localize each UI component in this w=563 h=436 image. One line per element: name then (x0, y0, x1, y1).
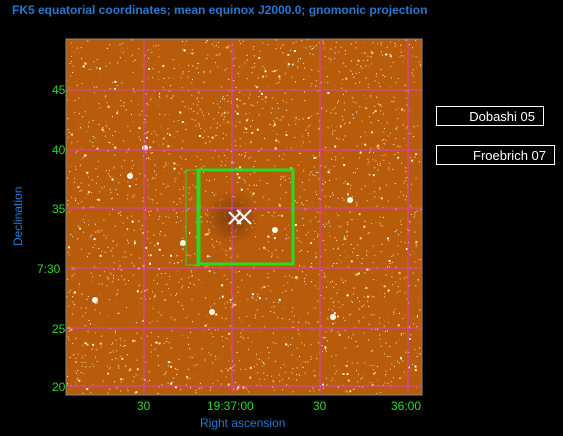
y-axis-label: Declination (11, 186, 25, 246)
x-axis-label: Right ascension (200, 416, 286, 430)
projection-title: FK5 equatorial coordinates; mean equinox… (12, 3, 428, 17)
x-tick-label: 30 (137, 399, 151, 413)
image-frame (65, 38, 423, 396)
x-tick-label: 19:37:00 (207, 399, 254, 413)
y-tick-label: 35 (52, 202, 66, 216)
coordinate-grid (66, 39, 422, 395)
x-tick-label: 30 (313, 399, 327, 413)
catalog-region-outline[interactable] (185, 169, 201, 266)
catalog-region-box[interactable] (196, 168, 295, 266)
y-tick-label: 20 (52, 380, 66, 394)
y-tick-label: 25 (52, 322, 66, 336)
dobashi-05-button[interactable]: Dobashi 05 (436, 106, 544, 126)
y-tick-label: 40 (52, 143, 66, 157)
froebrich-07-button[interactable]: Froebrich 07 (436, 145, 555, 165)
x-tick-label: 36:00 (391, 399, 421, 413)
y-tick-label: 7:30 (37, 262, 61, 276)
cross-marker[interactable] (228, 209, 252, 225)
y-tick-label: 45 (52, 83, 66, 97)
